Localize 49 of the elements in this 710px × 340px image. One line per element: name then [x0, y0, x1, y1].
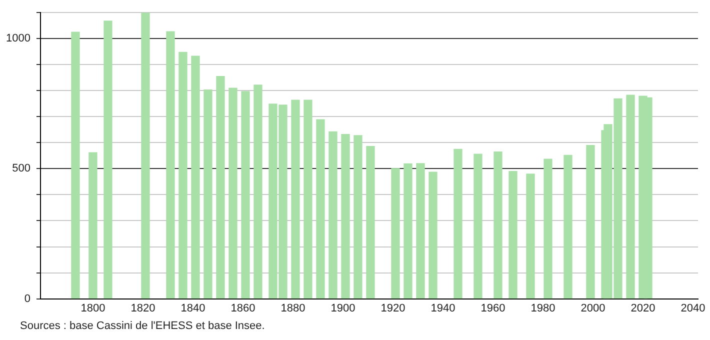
bar — [391, 168, 400, 299]
bar — [564, 154, 572, 299]
bar — [526, 174, 535, 299]
source-note: Sources : base Cassini de l'EHESS et base Insee. — [20, 320, 266, 332]
bar — [341, 134, 350, 299]
bar — [228, 88, 238, 299]
bar — [366, 146, 375, 299]
bar — [204, 90, 212, 299]
bar — [508, 170, 518, 299]
x-tick-label: 1980 — [530, 302, 556, 314]
bar — [626, 94, 635, 299]
bar — [586, 144, 595, 299]
bar — [141, 12, 150, 299]
bar — [216, 76, 225, 299]
x-tick-label: 1880 — [280, 302, 306, 314]
bar — [88, 152, 98, 299]
bar — [254, 84, 262, 299]
bar — [454, 148, 462, 299]
y-tick-label: 500 — [12, 162, 30, 175]
x-tick-label: 1800 — [80, 302, 106, 314]
bar — [328, 131, 338, 299]
x-tick-label: 2020 — [630, 302, 656, 314]
bar — [71, 32, 80, 299]
x-tick-label: 1860 — [230, 302, 256, 314]
x-tick-label: 1920 — [380, 302, 406, 314]
bar — [104, 20, 112, 299]
bar — [494, 151, 502, 299]
bar — [316, 119, 325, 299]
bar — [291, 100, 300, 299]
bar — [178, 52, 188, 299]
bar — [404, 163, 412, 299]
bar — [304, 100, 312, 299]
bar — [428, 172, 438, 299]
bar — [474, 154, 482, 299]
x-tick-label: 1820 — [130, 302, 156, 314]
bar — [544, 158, 552, 299]
x-tick-label: 1960 — [480, 302, 506, 314]
x-tick-label: 1840 — [180, 302, 206, 314]
bar — [354, 135, 362, 299]
bar — [191, 56, 200, 299]
y-tick-label: 0 — [24, 292, 30, 305]
x-tick-label: 2000 — [580, 302, 606, 314]
x-tick-label: 1940 — [430, 302, 456, 314]
y-tick-label: 1000 — [6, 32, 30, 45]
bar — [241, 91, 250, 299]
bar — [416, 163, 425, 299]
bar — [166, 31, 175, 299]
x-tick-label: 1900 — [330, 302, 356, 314]
x-tick-label: 2040 — [680, 302, 706, 314]
